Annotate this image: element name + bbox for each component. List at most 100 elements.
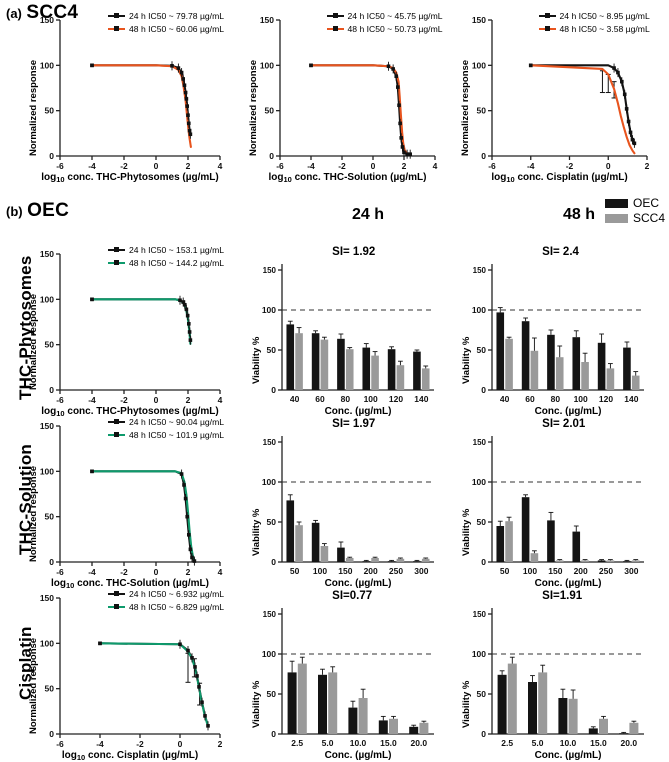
column-header-24h: 24 h	[352, 206, 385, 223]
curve-legend-scc4-cisplatin: 24 h IC50 ~ 8.95 µg/mL 48 h IC50 ~ 3.58 µ…	[538, 10, 650, 36]
svg-text:60: 60	[315, 394, 325, 404]
svg-text:-4: -4	[527, 161, 535, 171]
svg-text:100: 100	[262, 649, 276, 659]
plot-bar-solution-48h: 0 50 100 150 50 100 150 200 250 300 Viability % Con…	[461, 418, 650, 589]
svg-text:100: 100	[40, 294, 54, 304]
curve-legend-item: 48 h IC50 ~ 144.2 µg/mL	[108, 257, 224, 270]
svg-text:0: 0	[481, 385, 486, 395]
selectivity-index-label: SI=1.91	[542, 590, 583, 602]
curve-legend-item: 48 h IC50 ~ 6.829 µg/mL	[108, 601, 224, 614]
plot-bar-cisplatin-24h: 0 50 100 150 2.5 5.0 10.0 15.0 20.0 Viability % Co…	[251, 590, 440, 761]
panel-a-title: SCC4	[26, 2, 79, 23]
curve-legend-marker-icon	[108, 12, 125, 20]
curve-legend-marker-icon	[108, 25, 125, 33]
y-axis-label: Viability %	[461, 336, 472, 384]
curve-legend-marker-icon	[108, 590, 125, 598]
svg-text:0: 0	[49, 557, 54, 567]
svg-text:-2: -2	[120, 395, 128, 405]
svg-text:20.0: 20.0	[411, 738, 428, 748]
svg-text:-2: -2	[120, 567, 128, 577]
selectivity-index-label: SI= 1.92	[332, 246, 376, 258]
panel-a-heading: (a) SCC4	[6, 2, 78, 24]
legend-label-oec: OEC	[632, 196, 659, 210]
selectivity-index-label: SI=0.77	[332, 590, 373, 602]
legend-swatch-oec	[604, 199, 628, 208]
legend-label-scc4: SCC4	[632, 211, 665, 225]
curve-legend-item: 48 h IC50 ~ 60.06 µg/mL	[108, 23, 224, 36]
curve-legend-item: 24 h IC50 ~ 45.75 µg/mL	[326, 10, 443, 23]
svg-text:10.0: 10.0	[560, 738, 577, 748]
svg-text:150: 150	[40, 421, 54, 431]
svg-text:60: 60	[525, 394, 535, 404]
svg-text:150: 150	[263, 438, 277, 447]
svg-text:0: 0	[269, 151, 274, 161]
global-legend: OEC SCC4	[604, 196, 665, 226]
svg-text:0: 0	[49, 151, 54, 161]
svg-text:0: 0	[606, 161, 611, 171]
svg-text:-2: -2	[338, 161, 346, 171]
selectivity-index-label: SI= 2.4	[542, 246, 579, 258]
curve-legend-item: 24 h IC50 ~ 8.95 µg/mL	[538, 10, 650, 23]
svg-text:100: 100	[472, 477, 486, 487]
svg-text:80: 80	[341, 394, 351, 404]
plot-scc4-phytosomes: -6 -4 -2 0 2 4 0 50 100 150 Normalized response log…	[28, 11, 230, 184]
svg-text:50: 50	[477, 689, 487, 699]
svg-text:0: 0	[49, 385, 54, 395]
y-axis-label: Viability %	[251, 336, 262, 384]
svg-text:-6: -6	[56, 395, 64, 405]
svg-text:50: 50	[267, 517, 277, 527]
x-axis-label: Conc. (µg/mL)	[534, 750, 602, 761]
panel-b-tag: (b)	[6, 204, 23, 219]
svg-text:50: 50	[45, 512, 55, 522]
svg-text:50: 50	[267, 345, 277, 355]
svg-text:4: 4	[218, 395, 223, 405]
svg-text:2: 2	[402, 161, 407, 171]
svg-text:300: 300	[414, 566, 428, 576]
svg-text:100: 100	[472, 649, 486, 659]
svg-text:2.5: 2.5	[501, 738, 513, 748]
svg-text:-6: -6	[276, 161, 284, 171]
svg-text:2: 2	[186, 395, 191, 405]
curve-legend-marker-icon	[108, 246, 125, 254]
selectivity-index-label: SI= 1.97	[332, 418, 376, 430]
svg-text:100: 100	[313, 566, 327, 576]
svg-text:50: 50	[500, 566, 510, 576]
legend-swatch-scc4	[604, 214, 628, 223]
svg-text:100: 100	[574, 394, 588, 404]
legend-item-oec: OEC	[604, 196, 665, 211]
y-axis-label: Viability %	[461, 680, 472, 728]
curve-legend-label: 24 h IC50 ~ 45.75 µg/mL	[347, 11, 443, 21]
plot-bar-phytosomes-24h: 0 50 100 150 40 60 80 100 120 140 Viability % Conc.…	[251, 246, 440, 417]
curve-legend-item: 48 h IC50 ~ 3.58 µg/mL	[538, 23, 650, 36]
svg-text:2: 2	[645, 161, 650, 171]
svg-text:50: 50	[477, 517, 487, 527]
plot-bar-solution-24h: 0 50 100 150 50 100 150 200 250 300 Viability % Con…	[251, 418, 440, 589]
svg-text:0: 0	[271, 557, 276, 567]
svg-text:50: 50	[265, 106, 275, 116]
svg-text:100: 100	[40, 638, 54, 648]
svg-text:140: 140	[414, 394, 428, 404]
x-axis-label: Conc. (µg/mL)	[534, 406, 602, 417]
y-axis-label: Normalized response	[248, 59, 259, 156]
plot-oec-phytosomes: -6 -4 -2 0 2 4 0 50 100 150 Normalized response log…	[28, 245, 230, 418]
svg-text:20.0: 20.0	[621, 738, 638, 748]
svg-text:50: 50	[45, 684, 55, 694]
legend-item-scc4: SCC4	[604, 211, 665, 226]
svg-text:-4: -4	[88, 161, 96, 171]
svg-text:150: 150	[40, 249, 54, 259]
svg-text:40: 40	[290, 394, 300, 404]
x-axis-label: log10 conc. Cisplatin (µg/mL)	[491, 172, 628, 184]
svg-text:150: 150	[263, 266, 277, 275]
curve-legend-marker-icon	[108, 259, 125, 267]
curve-legend-label: 48 h IC50 ~ 144.2 µg/mL	[129, 257, 225, 268]
svg-text:100: 100	[40, 466, 54, 476]
curve-legend-oec-cisplatin: 24 h IC50 ~ 6.932 µg/mL 48 h IC50 ~ 6.829…	[108, 588, 224, 613]
svg-text:-2: -2	[566, 161, 574, 171]
svg-text:100: 100	[472, 305, 486, 315]
svg-text:100: 100	[262, 477, 276, 487]
y-axis-label: Normalized response	[28, 293, 39, 390]
svg-text:4: 4	[218, 161, 223, 171]
svg-text:50: 50	[477, 345, 487, 355]
x-axis-label: Conc. (µg/mL)	[534, 578, 602, 589]
svg-text:150: 150	[40, 593, 54, 603]
